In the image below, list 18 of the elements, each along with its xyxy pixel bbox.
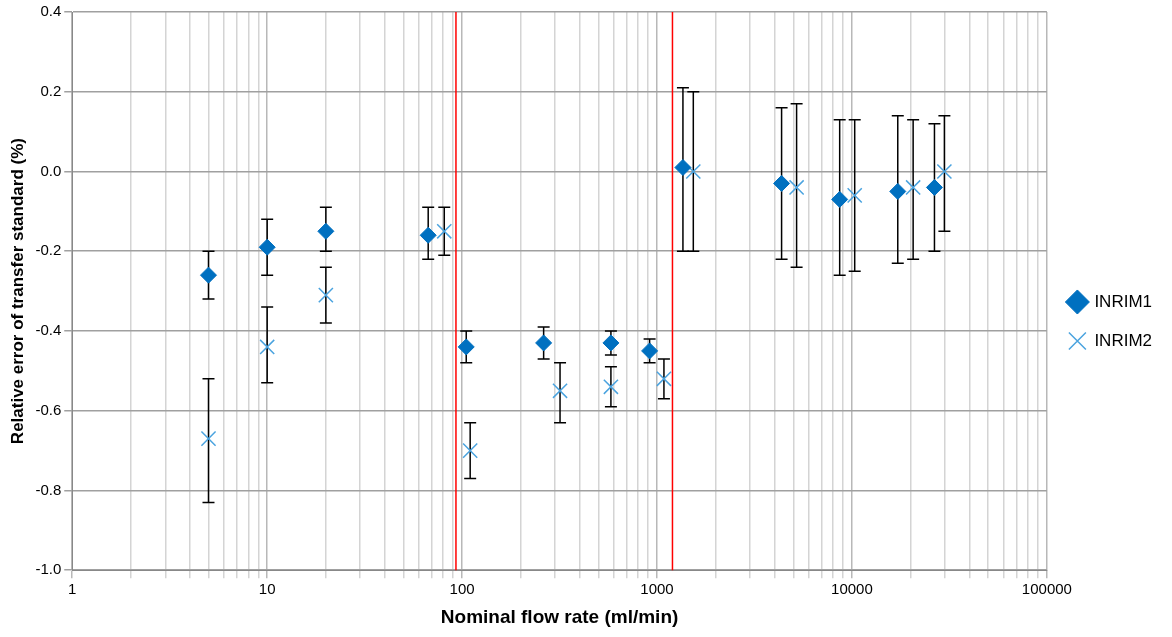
y-tick-label: 0.4 (40, 2, 62, 20)
x-tick-label: 1 (68, 580, 77, 598)
y-tick-label: -0.4 (35, 321, 62, 339)
y-axis-title: Relative error of transfer standard (%) (7, 138, 27, 445)
x-tick-label: 100 (449, 580, 475, 598)
y-tick-label: -0.2 (35, 241, 62, 259)
legend-label: INRIM1 (1094, 291, 1153, 311)
y-tick-label: 0.2 (40, 81, 62, 99)
x-tick-label: 10000 (831, 580, 873, 598)
y-tick-label: -0.6 (35, 400, 62, 418)
y-tick-label: -0.8 (35, 480, 62, 498)
x-tick-label: 10 (258, 580, 276, 598)
x-tick-label: 100000 (1021, 580, 1072, 598)
y-tick-label: 0.0 (40, 161, 62, 179)
x-axis-title: Nominal flow rate (ml/min) (440, 605, 679, 627)
legend-label: INRIM2 (1094, 330, 1153, 350)
x-tick-label: 1000 (640, 580, 674, 598)
y-tick-label: -1.0 (35, 560, 62, 578)
